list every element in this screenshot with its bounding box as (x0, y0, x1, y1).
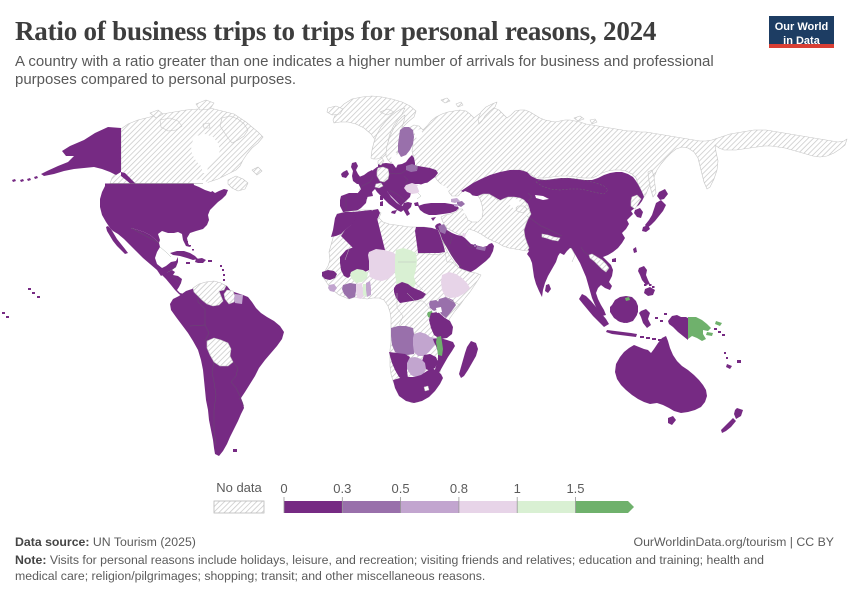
svg-text:0.8: 0.8 (450, 481, 468, 496)
svg-text:0: 0 (280, 481, 287, 496)
svg-text:1: 1 (514, 481, 521, 496)
svg-text:0.3: 0.3 (333, 481, 351, 496)
svg-text:0.5: 0.5 (392, 481, 410, 496)
svg-text:No data: No data (216, 480, 262, 495)
svg-text:1.5: 1.5 (566, 481, 584, 496)
